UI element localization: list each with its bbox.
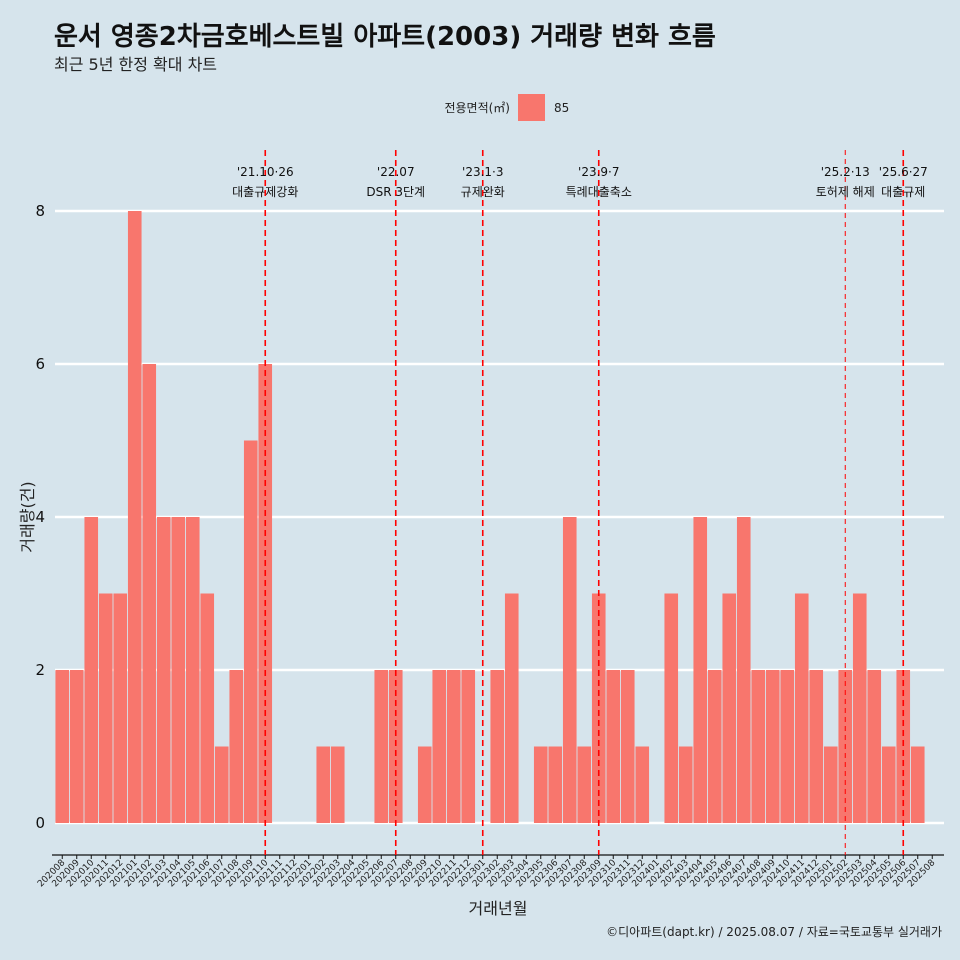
bar <box>69 670 84 823</box>
x-axis: 2020082020092020102020112020122021012021… <box>36 854 944 889</box>
annotation-label: 규제완화 <box>461 185 505 199</box>
bar <box>635 746 650 823</box>
x-axis-title: 거래년월 <box>469 899 528 918</box>
bar <box>765 670 780 823</box>
bar <box>229 670 244 823</box>
bar <box>751 670 766 823</box>
bar <box>446 670 461 823</box>
bar <box>142 364 157 823</box>
chart-title: 운서 영종2차금호베스트빌 아파트(2003) 거래량 변화 흐름 <box>54 22 716 52</box>
chart-subtitle: 최근 5년 한정 확대 차트 <box>54 55 217 74</box>
bar <box>606 670 621 823</box>
bar <box>185 517 200 823</box>
bar <box>823 746 838 823</box>
annotation-date: '22.07 <box>377 165 415 179</box>
bar <box>504 593 519 823</box>
legend-swatch <box>518 94 545 121</box>
annotation-label: DSR 3단계 <box>366 185 425 199</box>
bar <box>794 593 809 823</box>
bar <box>707 670 722 823</box>
bar <box>678 746 693 823</box>
bar <box>809 670 824 823</box>
bar <box>780 670 795 823</box>
bar <box>591 593 606 823</box>
bar <box>490 670 505 823</box>
bar <box>374 670 389 823</box>
bar <box>156 517 171 823</box>
bar <box>867 670 882 823</box>
y-tick-label: 4 <box>35 508 45 526</box>
annotation-label: 대출규제 <box>881 185 925 199</box>
bar <box>577 746 592 823</box>
bar <box>664 593 679 823</box>
annotation-label: 토허제 해제 <box>816 185 875 199</box>
y-tick-label: 8 <box>35 202 45 220</box>
y-tick-label: 0 <box>35 814 45 832</box>
bar <box>243 440 258 823</box>
bar <box>388 670 403 823</box>
bar <box>171 517 186 823</box>
bars <box>55 211 925 823</box>
bar <box>330 746 345 823</box>
bar <box>461 670 476 823</box>
bar <box>852 593 867 823</box>
bar <box>722 593 737 823</box>
bar <box>736 517 751 823</box>
annotation-date: '25.2·13 <box>821 165 870 179</box>
bar <box>417 746 432 823</box>
bar <box>562 517 577 823</box>
bar <box>316 746 331 823</box>
bar <box>910 746 925 823</box>
bar <box>55 670 70 823</box>
bar <box>896 670 911 823</box>
annotation-date: '23.9·7 <box>578 165 619 179</box>
y-tick-label: 6 <box>35 355 45 373</box>
bar <box>693 517 708 823</box>
annotation-label: 대출규제강화 <box>232 185 298 199</box>
annotation-date: '21.10·26 <box>237 165 294 179</box>
bar <box>127 211 142 823</box>
bar <box>432 670 447 823</box>
annotations: '21.10·26 대출규제강화 '22.07 DSR 3단계 '23.1·3 규제완화 '… <box>232 150 928 855</box>
annotation-label: 특례대출축소 <box>566 185 632 199</box>
y-tick-label: 2 <box>35 661 45 679</box>
y-axis-ticks: 0 2 4 6 8 <box>35 202 45 832</box>
bar <box>200 593 215 823</box>
bar <box>881 746 896 823</box>
legend: 전용면적(㎡) 85 <box>444 94 569 121</box>
bar <box>98 593 113 823</box>
bar <box>113 593 128 823</box>
legend-title: 전용면적(㎡) <box>444 101 510 115</box>
bar <box>84 517 99 823</box>
annotation-date: '25.6·27 <box>879 165 928 179</box>
bar <box>533 746 548 823</box>
bar <box>214 746 229 823</box>
caption: ©디아파트(dapt.kr) / 2025.08.07 / 자료=국토교통부 실… <box>606 925 942 939</box>
bar <box>548 746 563 823</box>
bar <box>620 670 635 823</box>
annotation-date: '23.1·3 <box>462 165 503 179</box>
legend-label: 85 <box>554 101 569 115</box>
y-axis-title: 거래량(건) <box>18 481 37 552</box>
